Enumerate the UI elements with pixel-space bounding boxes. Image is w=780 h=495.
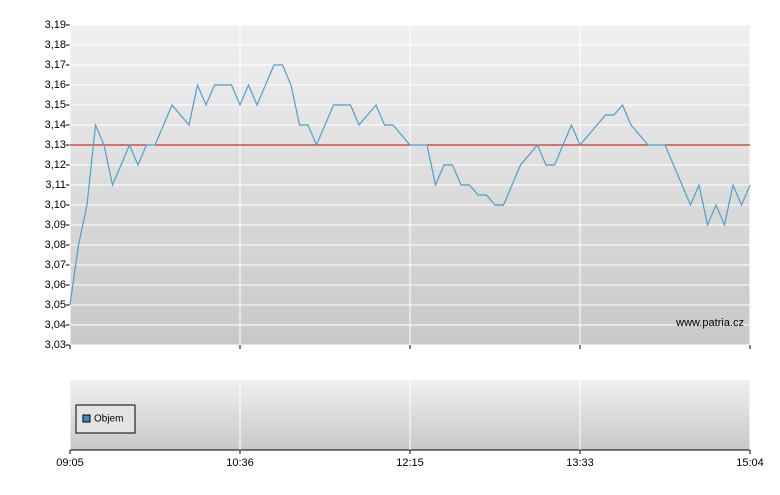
legend-label: Objem [94, 414, 123, 425]
x-tick-label: 12:15 [396, 457, 424, 469]
x-tick-label: 09:05 [56, 457, 84, 469]
y-tick-label: 3,17 [45, 59, 66, 71]
y-tick-label: 3,05 [45, 299, 66, 311]
y-tick-label: 3,03 [45, 339, 66, 351]
watermark: www.patria.cz [675, 317, 744, 329]
y-tick-label: 3,12 [45, 159, 66, 171]
x-tick-label: 10:36 [226, 457, 254, 469]
y-tick-label: 3,07 [45, 259, 66, 271]
y-tick-label: 3,15 [45, 99, 66, 111]
y-tick-label: 3,09 [45, 219, 66, 231]
y-tick-label: 3,10 [45, 199, 66, 211]
y-tick-label: 3,14 [45, 119, 66, 131]
y-tick-label: 3,16 [45, 79, 66, 91]
y-tick-label: 3,19 [45, 19, 66, 31]
marks [69, 64, 751, 306]
x-tick-label: 13:33 [566, 457, 594, 469]
x-tick-label: 15:04 [736, 457, 764, 469]
price-line [69, 64, 751, 306]
y-tick-label: 3,13 [45, 139, 66, 151]
legend-swatch [82, 414, 91, 423]
y-tick-label: 3,11 [45, 179, 66, 191]
y-tick-label: 3,04 [45, 319, 66, 331]
y-tick-label: 3,06 [45, 279, 66, 291]
y-tick-label: 3,18 [45, 39, 66, 51]
y-tick-label: 3,08 [45, 239, 66, 251]
